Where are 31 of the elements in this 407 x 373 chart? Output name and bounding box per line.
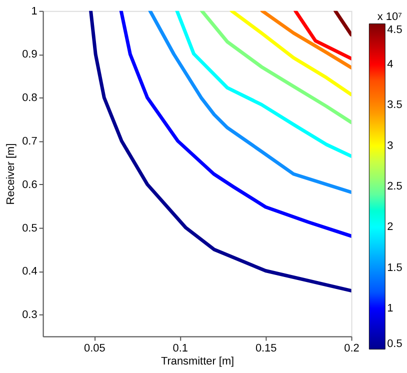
x-tick-label: 0.2 — [344, 342, 360, 355]
x-tick-label: 0.15 — [255, 342, 277, 355]
x-axis-title: Transmitter [m] — [160, 356, 234, 368]
color-bar-label: 4 — [387, 58, 394, 70]
line-series — [260, 10, 352, 70]
y-tick-label: 0.5 — [22, 222, 38, 234]
color-bar-label: 3 — [387, 140, 394, 152]
y-tick-label: 0.7 — [22, 136, 38, 148]
y-tick-label: 0.4 — [22, 266, 38, 278]
color-bar-label: 4.5 — [387, 24, 402, 36]
y-tick-label: 0.8 — [22, 92, 38, 104]
color-bar-label: 3.5 — [387, 99, 402, 112]
line-series — [89, 10, 352, 292]
color-bar-label: 1.5 — [387, 262, 402, 274]
x-tick-label: 0.1 — [172, 342, 188, 355]
y-axis-title: Receiver [m] — [5, 143, 18, 205]
line-series — [200, 10, 352, 124]
x-tick-label: 0.05 — [84, 342, 106, 355]
color-bar-label: 2 — [387, 221, 394, 234]
line-series — [230, 10, 352, 96]
y-tick-label: 0.3 — [22, 309, 38, 322]
color-bar-label: 2.5 — [387, 180, 402, 192]
y-tick-label: 0.9 — [22, 48, 38, 61]
y-tick-label: 0.6 — [22, 178, 38, 191]
color-bar-label: 0.5 — [387, 338, 402, 350]
y-tick-label: 1 — [31, 5, 38, 18]
color-bar-label: 1 — [387, 302, 394, 315]
line-series — [148, 10, 352, 194]
line-series — [119, 10, 352, 238]
line-series — [175, 10, 352, 158]
color-bar-title: x 10⁷ — [377, 10, 402, 23]
